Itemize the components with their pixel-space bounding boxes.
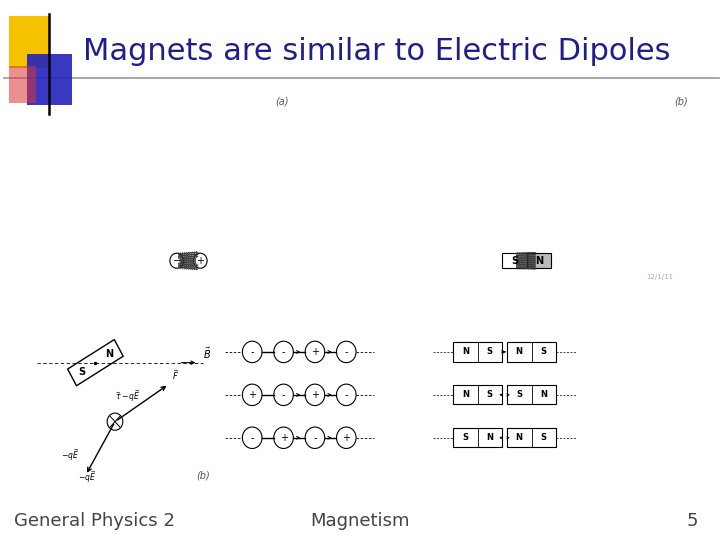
Text: N: N	[105, 349, 114, 359]
Text: (b): (b)	[675, 97, 688, 106]
Text: N: N	[535, 256, 543, 266]
Text: S: S	[510, 256, 518, 266]
Text: +: +	[248, 390, 256, 400]
Text: -: -	[313, 433, 317, 443]
Text: 5: 5	[687, 512, 698, 530]
Text: −: −	[173, 256, 181, 266]
Text: 12/1/11: 12/1/11	[647, 274, 674, 280]
Text: $-q\vec{E}$: $-q\vec{E}$	[61, 448, 79, 463]
Text: (a): (a)	[275, 97, 288, 106]
Text: S: S	[462, 433, 468, 442]
Text: S: S	[78, 367, 85, 376]
Bar	[526, 253, 551, 268]
Text: $\vec{B}$: $\vec{B}$	[203, 346, 211, 361]
Bar	[507, 428, 556, 448]
Text: $-q\vec{E}$: $-q\vec{E}$	[78, 469, 96, 485]
Text: +: +	[197, 256, 204, 266]
Bar	[507, 385, 556, 404]
Text: $\vec{F}$: $\vec{F}$	[172, 368, 179, 382]
Text: -: -	[345, 347, 348, 357]
Text: N: N	[516, 347, 523, 356]
Text: +: +	[279, 433, 287, 443]
Text: N: N	[462, 390, 469, 400]
Text: N: N	[486, 433, 493, 442]
Text: Magnets are similar to Electric Dipoles: Magnets are similar to Electric Dipoles	[83, 37, 670, 66]
Text: S: S	[541, 347, 546, 356]
Bar	[27, 54, 72, 105]
Text: -: -	[345, 390, 348, 400]
Bar	[453, 428, 502, 448]
Text: N: N	[516, 433, 523, 442]
Polygon shape	[68, 340, 123, 386]
Text: (b): (b)	[197, 471, 210, 481]
Text: S: S	[516, 390, 522, 400]
Bar	[453, 342, 502, 362]
Text: -: -	[282, 390, 285, 400]
Text: S: S	[487, 390, 493, 400]
Text: +: +	[311, 347, 319, 357]
Bar	[502, 253, 526, 268]
Text: -: -	[251, 347, 254, 357]
Text: S: S	[487, 347, 493, 356]
Text: +: +	[342, 433, 350, 443]
Text: -: -	[282, 347, 285, 357]
Text: -: -	[251, 433, 254, 443]
Text: +: +	[311, 390, 319, 400]
Bar	[9, 66, 36, 103]
Bar	[9, 16, 50, 68]
Text: General Physics 2: General Physics 2	[14, 512, 175, 530]
Text: N: N	[540, 390, 547, 400]
Text: Magnetism: Magnetism	[310, 512, 410, 530]
Text: N: N	[462, 347, 469, 356]
Bar	[507, 342, 556, 362]
Text: $\vec{\tau} - q\vec{E}$: $\vec{\tau} - q\vec{E}$	[115, 388, 140, 404]
Text: S: S	[541, 433, 546, 442]
Bar	[453, 385, 502, 404]
